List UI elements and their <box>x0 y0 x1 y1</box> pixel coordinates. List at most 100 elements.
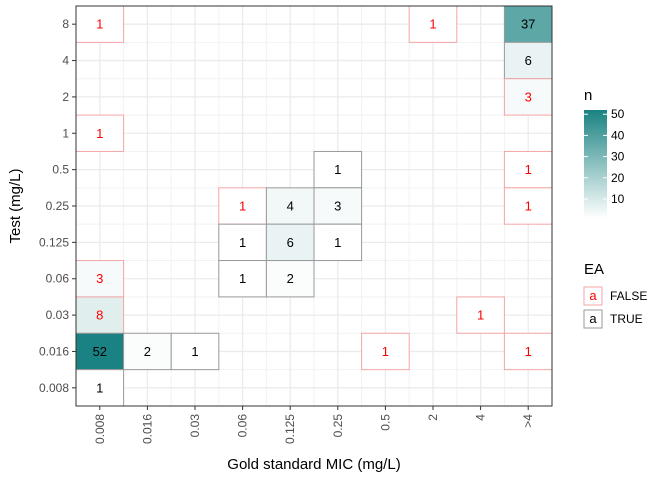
heatmap-cell-rect <box>503 332 553 371</box>
heatmap-cell-rect <box>313 150 363 189</box>
heatmap-cell-rect <box>313 223 363 262</box>
x-axis-title: Gold standard MIC (mg/L) <box>227 456 400 473</box>
heatmap-cell: 6 <box>503 41 553 80</box>
legend-n-tick-label: 40 <box>611 128 625 142</box>
y-tick-label: 4 <box>62 54 69 68</box>
heatmap-cell-rect <box>75 114 125 152</box>
heatmap-cell-rect <box>456 296 505 334</box>
x-tick-label: 4 <box>474 414 488 421</box>
legend-ea-key <box>583 286 603 306</box>
heatmap-cell: 1 <box>408 5 458 43</box>
y-tick-label: 0.25 <box>46 199 70 213</box>
heatmap-cell-rect <box>170 332 220 371</box>
heatmap-cell-label: 1 <box>429 17 436 32</box>
legend-n-ticks: 10 20 30 40 50 <box>584 107 625 206</box>
x-tick-label: 0.5 <box>378 414 392 431</box>
legend-n-tick-label: 50 <box>611 107 625 121</box>
heatmap-cell: 3 <box>503 78 553 116</box>
heatmap-cell-label: 2 <box>287 271 294 286</box>
heatmap-cell: 3 <box>75 260 125 298</box>
heatmap-cell-label: 1 <box>334 162 341 177</box>
heatmap-cell-rect <box>75 369 125 407</box>
heatmap-cell-rect <box>218 187 267 225</box>
heatmap-cell-label: 1 <box>525 162 532 177</box>
legend-ea-label: TRUE <box>610 312 643 326</box>
legend-ea-key <box>583 309 603 329</box>
legend-n: n 10 20 30 40 50 <box>584 87 625 218</box>
legend-ea-item: a FALSE <box>583 286 647 306</box>
heatmap-cell-rect <box>75 260 125 298</box>
heatmap-cell-label: 37 <box>521 17 535 32</box>
heatmap-cell-rect <box>408 5 458 43</box>
heatmap-cell-label: 1 <box>239 271 246 286</box>
x-tick-label: 0.03 <box>188 414 202 438</box>
x-tick-label: 0.25 <box>331 414 345 438</box>
heatmap-cell: 3 <box>313 187 363 225</box>
y-tick-label: 8 <box>62 17 69 31</box>
heatmap-cell: 1 <box>503 150 553 189</box>
heatmap-cell-label: 1 <box>334 235 341 250</box>
x-tick-label: >4 <box>521 414 535 428</box>
heatmap-cell: 1 <box>75 5 125 43</box>
heatmap-cell-label: 1 <box>96 17 103 32</box>
legend-n-tick-label: 10 <box>611 192 625 206</box>
heatmap-cell: 2 <box>123 332 172 371</box>
heatmap-cell-label: 1 <box>96 126 103 141</box>
heatmap-cell-rect <box>123 332 172 371</box>
legend-ea-item: a TRUE <box>583 309 643 329</box>
heatmap-cell-label: 52 <box>93 344 107 359</box>
legend-ea-label: FALSE <box>610 289 647 303</box>
heatmap-cell-rect <box>313 187 363 225</box>
legend-n-tick-label: 30 <box>611 150 625 164</box>
heatmap-cell-label: 1 <box>96 380 103 395</box>
heatmap-cell: 1 <box>75 369 125 407</box>
heatmap-cell-label: 6 <box>287 235 294 250</box>
heatmap-cell-rect <box>218 223 267 262</box>
heatmap-cell-label: 8 <box>96 308 103 323</box>
heatmap-cell-label: 1 <box>239 235 246 250</box>
legend-ea-items: a FALSE a TRUE <box>583 286 647 329</box>
heatmap-cell-label: 1 <box>525 344 532 359</box>
heatmap-cell-label: 3 <box>96 271 103 286</box>
heatmap-cell: 1 <box>361 332 410 371</box>
heatmap-cells: 1 1 3 8 52 1 2 1 1 1 1 4 6 2 1 3 1 1 1 1 37 6 3 1 1 1 <box>75 5 553 407</box>
heatmap-cell-rect <box>265 260 315 298</box>
legend-ea-title: EA <box>584 261 604 278</box>
x-tick-label: 2 <box>426 414 440 421</box>
heatmap-cell-label: 1 <box>191 344 198 359</box>
heatmap-cell-rect <box>361 332 410 371</box>
heatmap-cell: 1 <box>313 223 363 262</box>
heatmap-cell: 8 <box>75 296 125 334</box>
y-tick-label: 1 <box>62 126 69 140</box>
heatmap-cell: 1 <box>75 114 125 152</box>
heatmap-cell: 1 <box>218 187 267 225</box>
heatmap-cell-label: 1 <box>525 199 532 214</box>
legend-n-title: n <box>584 87 592 104</box>
y-tick-label: 2 <box>62 90 69 104</box>
heatmap-cell: 6 <box>265 223 315 262</box>
heatmap-cell-label: 1 <box>477 308 484 323</box>
legend-ea: EA a FALSE a TRUE <box>583 261 647 329</box>
heatmap-cell: 4 <box>265 187 315 225</box>
heatmap-cell: 1 <box>218 223 267 262</box>
y-axis-ticks: 0.008 0.016 0.03 0.06 0.125 0.25 0.5 1 2 4 8 <box>39 17 76 395</box>
y-tick-label: 0.016 <box>39 344 69 358</box>
y-axis-title: Test (mg/L) <box>7 168 24 243</box>
y-tick-label: 0.008 <box>39 381 69 395</box>
legend-n-tick-label: 20 <box>611 171 625 185</box>
y-tick-label: 0.5 <box>52 163 69 177</box>
heatmap-cell-label: 2 <box>144 344 151 359</box>
y-tick-label: 0.06 <box>46 272 70 286</box>
x-tick-label: 0.06 <box>236 414 250 438</box>
y-tick-label: 0.03 <box>46 308 70 322</box>
x-tick-label: 0.125 <box>283 414 297 444</box>
heatmap-cell: 1 <box>170 332 220 371</box>
heatmap-cell-rect <box>503 78 553 116</box>
heatmap-cell-label: 3 <box>334 199 341 214</box>
heatmap-cell: 1 <box>313 150 363 189</box>
heatmap-cell-label: 4 <box>287 199 294 214</box>
heatmap-cell-rect <box>503 187 553 225</box>
heatmap-cell: 1 <box>218 260 267 298</box>
legend-ea-symbol: a <box>589 288 597 303</box>
heatmap-cell: 52 <box>75 332 125 371</box>
